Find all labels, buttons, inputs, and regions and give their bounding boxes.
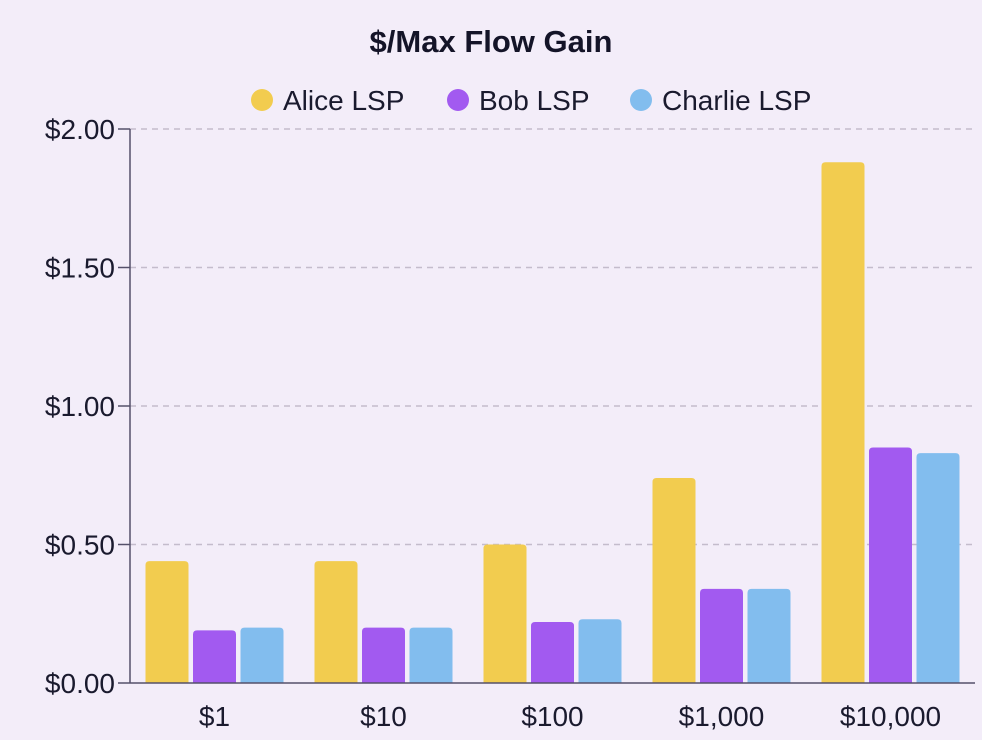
- x-tick-label: $10: [360, 701, 407, 732]
- bar: [314, 561, 358, 683]
- y-tick-label: $0.00: [45, 668, 115, 699]
- legend-marker: [630, 89, 652, 111]
- bar: [193, 630, 236, 683]
- x-tick-label: $1: [199, 701, 230, 732]
- bar: [700, 588, 743, 683]
- y-tick-label: $0.50: [45, 530, 115, 561]
- bar: [869, 447, 912, 683]
- legend-marker: [447, 89, 469, 111]
- x-tick-label: $1,000: [679, 701, 765, 732]
- y-tick-label: $1.00: [45, 391, 115, 422]
- legend-label: Bob LSP: [479, 85, 590, 116]
- legend: Alice LSP Bob LSP Charlie LSP: [251, 85, 811, 116]
- y-tick-label: $1.50: [45, 253, 115, 284]
- bar: [916, 453, 960, 683]
- bar: [747, 588, 791, 683]
- bar: [483, 544, 527, 683]
- bars: [145, 162, 960, 684]
- x-axis: $1 $10 $100 $1,000 $10,000: [130, 682, 975, 732]
- chart-title: $/Max Flow Gain: [370, 24, 613, 59]
- x-tick-label: $10,000: [840, 701, 941, 732]
- bar: [578, 619, 622, 683]
- bar: [409, 627, 453, 683]
- bar: [652, 478, 696, 683]
- bar: [821, 162, 865, 684]
- y-tick-label: $2.00: [45, 114, 115, 145]
- x-tick-label: $100: [521, 701, 583, 732]
- legend-marker: [251, 89, 273, 111]
- y-axis: $0.00 $0.50 $1.00 $1.50 $2.00: [45, 114, 131, 699]
- legend-label: Charlie LSP: [662, 85, 811, 116]
- bar: [240, 627, 284, 683]
- bar: [145, 561, 189, 683]
- legend-label: Alice LSP: [283, 85, 404, 116]
- bar: [531, 622, 574, 683]
- bar: [362, 627, 405, 683]
